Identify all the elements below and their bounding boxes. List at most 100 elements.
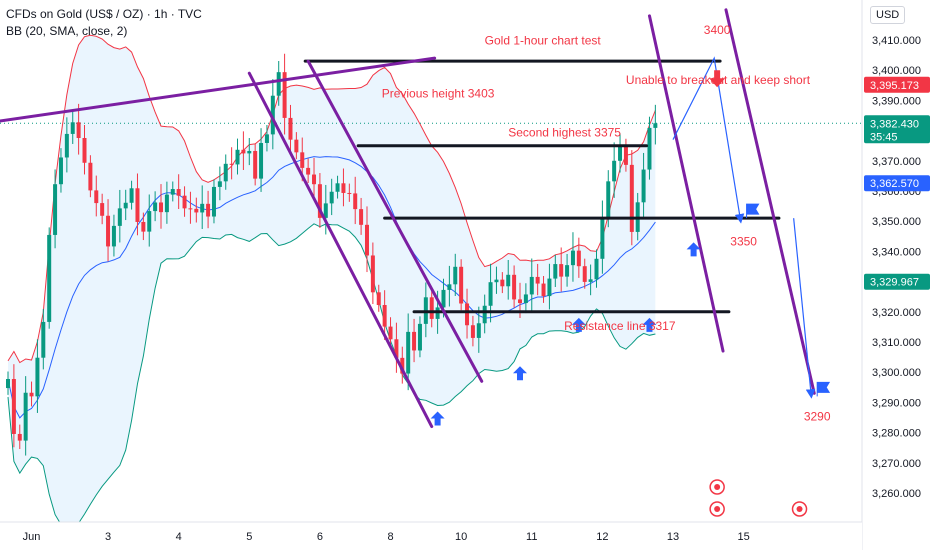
candle[interactable] bbox=[353, 176, 358, 225]
annotation-3350[interactable]: 3350 bbox=[730, 234, 757, 248]
candle[interactable] bbox=[282, 53, 287, 135]
candle[interactable] bbox=[159, 184, 164, 229]
candle[interactable] bbox=[58, 148, 63, 193]
candle[interactable] bbox=[194, 197, 199, 223]
price-tag[interactable]: 3,329.967 bbox=[864, 273, 930, 290]
candle[interactable] bbox=[647, 116, 652, 180]
candle[interactable] bbox=[117, 189, 122, 243]
candle[interactable] bbox=[494, 266, 499, 294]
candle[interactable] bbox=[176, 174, 181, 209]
candle[interactable] bbox=[612, 142, 617, 198]
candle[interactable] bbox=[135, 173, 140, 236]
annotation-previous-height[interactable]: Previous height 3403 bbox=[382, 86, 495, 100]
buy-arrow-icon[interactable] bbox=[430, 411, 445, 426]
buy-arrow-icon[interactable] bbox=[686, 242, 701, 257]
flag-icon[interactable] bbox=[746, 203, 760, 219]
candle[interactable] bbox=[523, 283, 528, 314]
candle[interactable] bbox=[164, 181, 169, 224]
candle[interactable] bbox=[100, 193, 105, 225]
candle[interactable] bbox=[317, 173, 322, 228]
candle[interactable] bbox=[370, 242, 375, 305]
candle[interactable] bbox=[94, 175, 99, 217]
candle[interactable] bbox=[629, 150, 634, 246]
candle[interactable] bbox=[447, 265, 452, 307]
candle[interactable] bbox=[553, 254, 558, 288]
candle[interactable] bbox=[76, 103, 81, 155]
downtrend-channel-line-left[interactable] bbox=[247, 71, 434, 429]
candle[interactable] bbox=[6, 371, 10, 395]
candle[interactable] bbox=[594, 249, 599, 288]
candle[interactable] bbox=[359, 197, 364, 235]
candle[interactable] bbox=[364, 206, 369, 273]
time-axis[interactable] bbox=[0, 522, 862, 550]
price-tag[interactable]: 3,362.570 bbox=[864, 175, 930, 192]
annotation-resistance-line[interactable]: Resistance line 3317 bbox=[564, 319, 676, 333]
buy-arrow-icon[interactable] bbox=[642, 317, 657, 332]
candle[interactable] bbox=[217, 166, 222, 201]
price-tag[interactable]: 3,395.173 bbox=[864, 76, 930, 93]
candle[interactable] bbox=[347, 183, 352, 202]
candle[interactable] bbox=[570, 232, 575, 282]
projection-channel-line-left[interactable] bbox=[647, 14, 725, 353]
candle[interactable] bbox=[123, 189, 128, 221]
candle[interactable] bbox=[64, 117, 69, 173]
candle[interactable] bbox=[82, 125, 87, 175]
candle[interactable] bbox=[535, 263, 540, 296]
downtrend-channel-line-right[interactable] bbox=[306, 59, 484, 383]
candle[interactable] bbox=[229, 147, 234, 180]
annotation-3290[interactable]: 3290 bbox=[804, 410, 831, 424]
candle[interactable] bbox=[41, 308, 46, 370]
candle[interactable] bbox=[153, 191, 158, 222]
annotation-unable-breakout[interactable]: Unable to breakout and keep short bbox=[626, 73, 811, 87]
projection-channel-line-right[interactable] bbox=[724, 8, 816, 395]
upper-trend-line[interactable] bbox=[0, 56, 437, 123]
candle[interactable] bbox=[264, 125, 269, 152]
candle[interactable] bbox=[512, 265, 517, 308]
candle[interactable] bbox=[247, 137, 252, 166]
candle[interactable] bbox=[406, 313, 411, 391]
candle[interactable] bbox=[429, 287, 434, 328]
projection-arrow-1[interactable] bbox=[672, 56, 745, 224]
candle[interactable] bbox=[412, 318, 417, 363]
candle[interactable] bbox=[618, 133, 623, 173]
candle[interactable] bbox=[476, 306, 481, 353]
symbol-title[interactable]: CFDs on Gold (US$ / OZ) · 1h · TVC bbox=[6, 7, 202, 21]
indicator-label[interactable]: BB (20, SMA, close, 2) bbox=[6, 24, 128, 38]
candle[interactable] bbox=[500, 272, 505, 294]
candle[interactable] bbox=[294, 132, 299, 160]
candle[interactable] bbox=[376, 284, 381, 312]
candle[interactable] bbox=[312, 157, 317, 200]
candle[interactable] bbox=[270, 79, 275, 150]
candle[interactable] bbox=[600, 200, 605, 274]
candle[interactable] bbox=[641, 152, 646, 218]
candle[interactable] bbox=[35, 339, 40, 413]
candle[interactable] bbox=[276, 60, 281, 106]
candle[interactable] bbox=[306, 158, 311, 183]
candle[interactable] bbox=[288, 104, 293, 152]
candle[interactable] bbox=[223, 154, 228, 190]
candle[interactable] bbox=[506, 260, 511, 300]
candle[interactable] bbox=[241, 131, 246, 170]
candle[interactable] bbox=[547, 263, 552, 310]
flag-icon[interactable] bbox=[816, 381, 831, 397]
candle[interactable] bbox=[541, 276, 546, 303]
candle[interactable] bbox=[47, 227, 52, 329]
candle[interactable] bbox=[259, 128, 264, 192]
candle[interactable] bbox=[70, 111, 75, 144]
candle[interactable] bbox=[565, 253, 570, 287]
candle[interactable] bbox=[582, 258, 587, 289]
candle[interactable] bbox=[588, 264, 593, 296]
candle[interactable] bbox=[170, 181, 175, 202]
candle[interactable] bbox=[529, 258, 534, 312]
candle[interactable] bbox=[400, 346, 405, 384]
candle[interactable] bbox=[394, 322, 399, 373]
sell-arrow-icon[interactable] bbox=[709, 70, 726, 88]
currency-label[interactable]: USD bbox=[870, 6, 906, 24]
candle[interactable] bbox=[253, 143, 258, 186]
candle[interactable] bbox=[206, 190, 211, 229]
candle[interactable] bbox=[323, 184, 328, 235]
candle[interactable] bbox=[482, 294, 487, 334]
candle[interactable] bbox=[11, 364, 16, 448]
